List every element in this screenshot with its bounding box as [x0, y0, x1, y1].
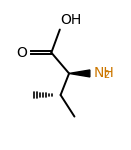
Text: NH: NH [94, 66, 114, 80]
Polygon shape [69, 70, 90, 77]
Text: O: O [17, 46, 28, 60]
Text: 2: 2 [103, 70, 109, 80]
Text: OH: OH [61, 13, 82, 27]
